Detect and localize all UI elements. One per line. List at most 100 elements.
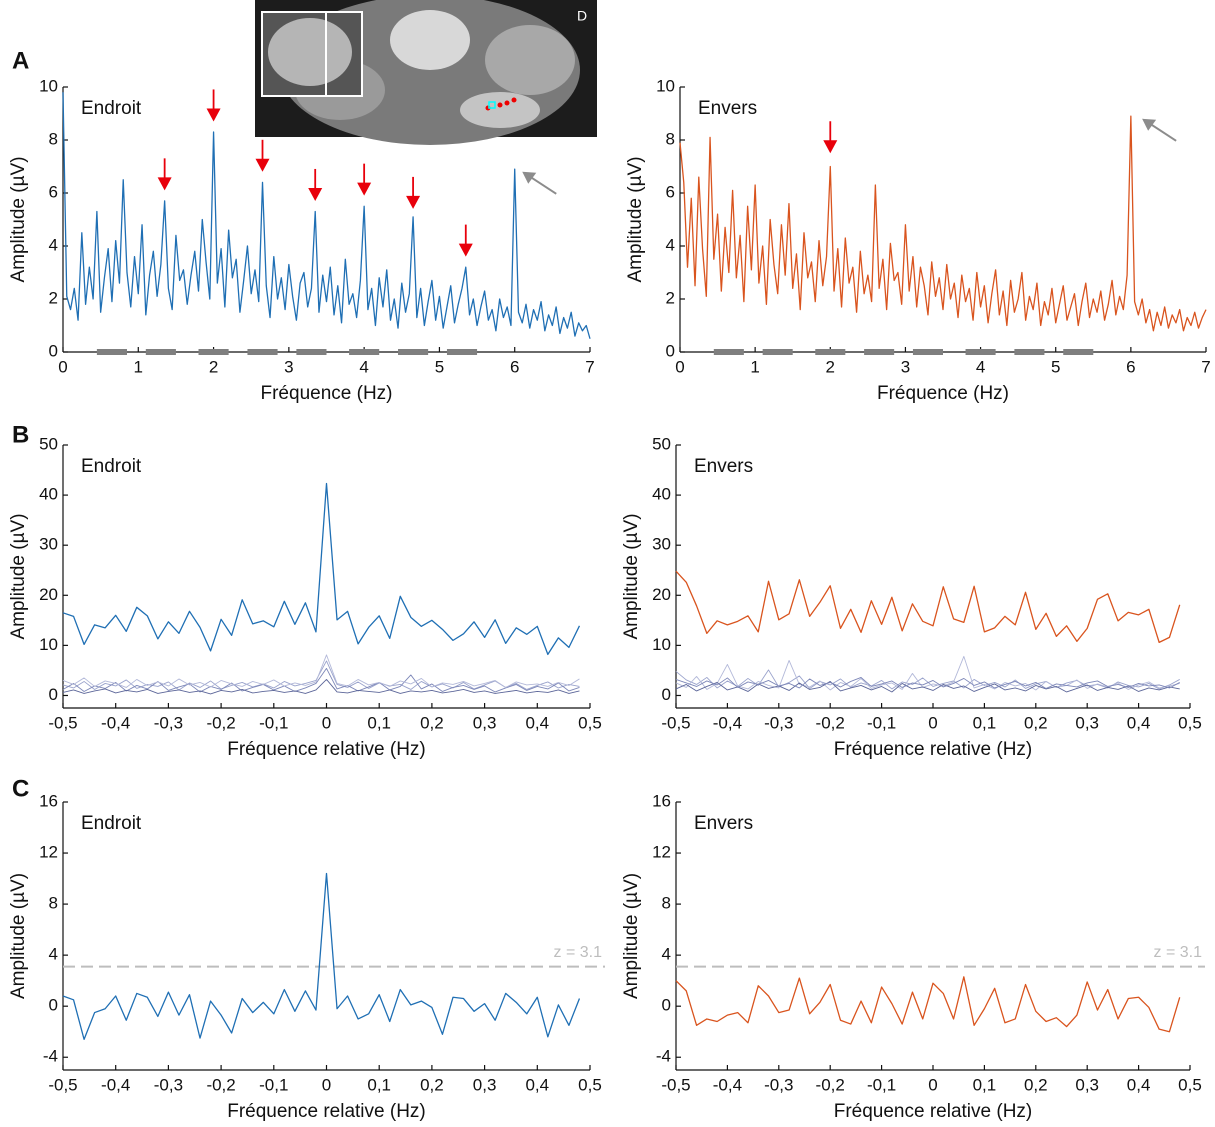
- x-tick-label: 0,5: [1178, 713, 1202, 732]
- y-tick-label: 10: [652, 635, 671, 654]
- stim-bar: [96, 349, 127, 355]
- arrow-shaft: [1149, 122, 1177, 142]
- y-axis-label: Amplitude (µV): [8, 513, 29, 639]
- arrow: [206, 89, 221, 122]
- y-tick-label: 4: [662, 945, 671, 964]
- y-tick-label: 6: [49, 182, 58, 201]
- y-tick-label: 50: [39, 434, 58, 453]
- arrow-head: [157, 177, 172, 191]
- x-axis-label: Fréquence relative (Hz): [834, 739, 1033, 760]
- stim-bar: [713, 349, 744, 355]
- stim-bar: [145, 349, 176, 355]
- arrow: [357, 163, 372, 196]
- x-tick-label: 0,1: [367, 713, 391, 732]
- y-tick-label: 50: [652, 434, 671, 453]
- x-tick-label: -0,2: [206, 1075, 235, 1094]
- y-axis-label: Amplitude (µV): [625, 156, 646, 282]
- x-tick-label: -0,3: [154, 1075, 183, 1094]
- x-tick-label: 0,5: [578, 713, 602, 732]
- data-line: [62, 679, 580, 695]
- y-tick-label: 40: [652, 485, 671, 504]
- x-tick-label: 0,4: [525, 713, 549, 732]
- y-tick-label: 0: [666, 341, 675, 360]
- stim-bar: [912, 349, 943, 355]
- y-tick-label: -4: [656, 1047, 671, 1066]
- data-line: [62, 654, 580, 688]
- x-tick-label: -0,4: [101, 1075, 130, 1094]
- data-line: [679, 115, 1207, 332]
- mri-temporal: [460, 92, 540, 128]
- y-tick-label: 10: [39, 76, 58, 95]
- peak-arrow: [1142, 118, 1177, 142]
- mri-lobe: [485, 25, 575, 95]
- y-tick-label: 4: [49, 945, 58, 964]
- x-tick-label: 0: [675, 357, 684, 376]
- x-tick-label: 3: [284, 357, 293, 376]
- x-tick-label: 0,5: [578, 1075, 602, 1094]
- x-tick-label: 7: [585, 357, 594, 376]
- x-tick-label: 0,2: [1024, 713, 1048, 732]
- chart: 0 2 4 6 8 10 0 1 2 3 4 5 6 7 Fréquence (Hz) Amplitude (…: [625, 76, 1211, 404]
- arrow-head: [255, 158, 270, 172]
- chart: 0 2 4 6 8 10 0 1 2 3 4 5 6 7 Fréquence (Hz) Amplitude (…: [8, 76, 595, 404]
- arrow-head: [308, 187, 323, 201]
- x-tick-label: -0,2: [816, 1075, 845, 1094]
- x-tick-label: -0,2: [816, 713, 845, 732]
- x-tick-label: 0,1: [973, 1075, 997, 1094]
- y-axis-label: Amplitude (µV): [8, 873, 29, 999]
- data-line: [62, 92, 591, 339]
- y-axis-label: Amplitude (µV): [8, 156, 29, 282]
- chart-label: Endroit: [81, 98, 142, 119]
- data-line: [675, 681, 1180, 693]
- chart-label: Endroit: [81, 813, 142, 834]
- y-tick-label: 30: [39, 535, 58, 554]
- y-tick-label: 20: [39, 585, 58, 604]
- x-tick-label: -0,3: [764, 713, 793, 732]
- x-tick-label: 0,3: [473, 713, 497, 732]
- panel-label: B: [12, 421, 29, 448]
- x-tick-label: 0: [322, 713, 331, 732]
- x-tick-label: -0,4: [713, 1075, 742, 1094]
- y-tick-label: 0: [49, 685, 58, 704]
- x-tick-label: 1: [750, 357, 759, 376]
- x-tick-label: -0,1: [259, 713, 288, 732]
- chart-label: Envers: [694, 813, 753, 834]
- y-tick-label: -4: [43, 1047, 58, 1066]
- x-tick-label: -0,5: [661, 713, 690, 732]
- x-tick-label: 1: [134, 357, 143, 376]
- y-tick-label: 6: [666, 182, 675, 201]
- x-tick-label: 5: [1051, 357, 1060, 376]
- x-tick-label: 0: [928, 1075, 937, 1094]
- stim-bar: [247, 349, 278, 355]
- x-tick-label: 2: [826, 357, 835, 376]
- chart: -4 0 4 8 12 16 -0,5 -0,4 -0,3 -0,2 -0,1 0 0,1 0,2 0,3 0…: [8, 791, 605, 1122]
- mri-image: D: [255, 0, 597, 145]
- threshold-label: z = 3.1: [1154, 944, 1203, 961]
- x-axis-label: Fréquence (Hz): [877, 383, 1009, 404]
- y-tick-label: 0: [49, 341, 58, 360]
- x-tick-label: -0,1: [867, 1075, 896, 1094]
- panel-label: A: [12, 47, 29, 74]
- x-tick-label: -0,3: [154, 713, 183, 732]
- x-tick-label: -0,4: [713, 713, 742, 732]
- x-tick-label: 0,5: [1178, 1075, 1202, 1094]
- x-tick-label: 0: [928, 713, 937, 732]
- x-tick-label: -0,4: [101, 713, 130, 732]
- data-line: [62, 482, 581, 656]
- y-tick-label: 40: [39, 485, 58, 504]
- chart-label: Endroit: [81, 456, 142, 477]
- x-tick-label: 0,4: [1127, 1075, 1151, 1094]
- x-tick-label: 2: [209, 357, 218, 376]
- arrow-head: [406, 195, 421, 209]
- electrode: [511, 97, 517, 103]
- arrow: [308, 168, 323, 201]
- x-tick-label: -0,5: [48, 1075, 77, 1094]
- x-tick-label: 0,1: [973, 713, 997, 732]
- x-tick-label: -0,5: [48, 713, 77, 732]
- data-line: [675, 655, 1180, 691]
- mri-inset-brain: [268, 18, 352, 86]
- stim-bar: [815, 349, 846, 355]
- data-line: [675, 976, 1181, 1033]
- y-tick-label: 30: [652, 535, 671, 554]
